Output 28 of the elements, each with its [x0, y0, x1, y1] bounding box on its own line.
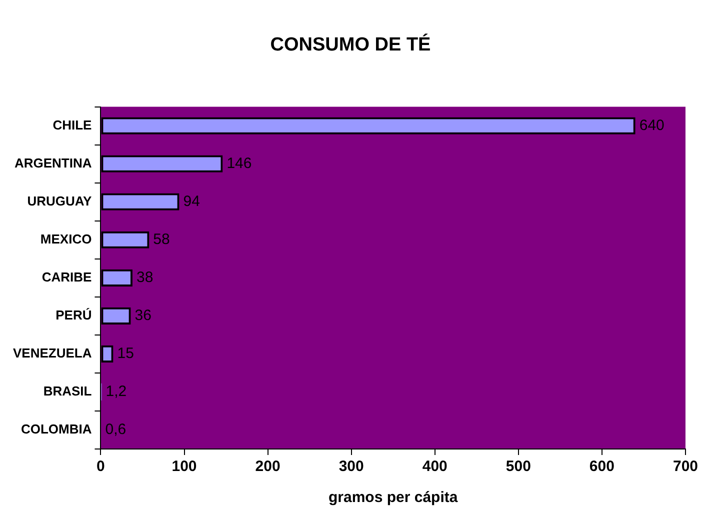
- data-label: 640: [639, 116, 664, 134]
- y-tick-label: ARGENTINA: [14, 155, 92, 170]
- y-tick-label: CHILE: [52, 117, 92, 132]
- x-tick-label: 200: [255, 458, 280, 476]
- data-label: 36: [134, 307, 152, 324]
- y-tick-label: COLOMBIA: [20, 422, 92, 437]
- x-tick-label: 400: [422, 458, 448, 476]
- y-tick-label: URUGUAY: [27, 193, 92, 208]
- y-tick-label: BRASIL: [43, 384, 92, 399]
- y-tick-label: VENEZUELA: [12, 346, 92, 361]
- data-label: 0,6: [105, 421, 126, 438]
- data-label: 94: [183, 192, 200, 210]
- x-tick-label: 0: [96, 458, 105, 476]
- data-label: 1,2: [106, 383, 127, 400]
- chart-title: CONSUMO DE TÉ: [270, 34, 431, 56]
- x-tick-label: 300: [338, 458, 364, 476]
- data-label: 146: [226, 154, 252, 172]
- data-label: 38: [136, 269, 154, 286]
- x-tick-label: 700: [672, 458, 698, 476]
- data-label: 58: [153, 231, 170, 248]
- x-tick-label: 600: [589, 458, 614, 476]
- y-tick-label: MEXICO: [40, 231, 92, 246]
- y-tick-label: PERÚ: [56, 308, 92, 322]
- x-tick-label: 100: [172, 458, 197, 476]
- y-tick-label: CARIBE: [42, 269, 92, 284]
- x-tick-label: 500: [506, 458, 531, 476]
- x-axis-title: gramos per cápita: [328, 489, 458, 506]
- data-label: 15: [117, 345, 134, 362]
